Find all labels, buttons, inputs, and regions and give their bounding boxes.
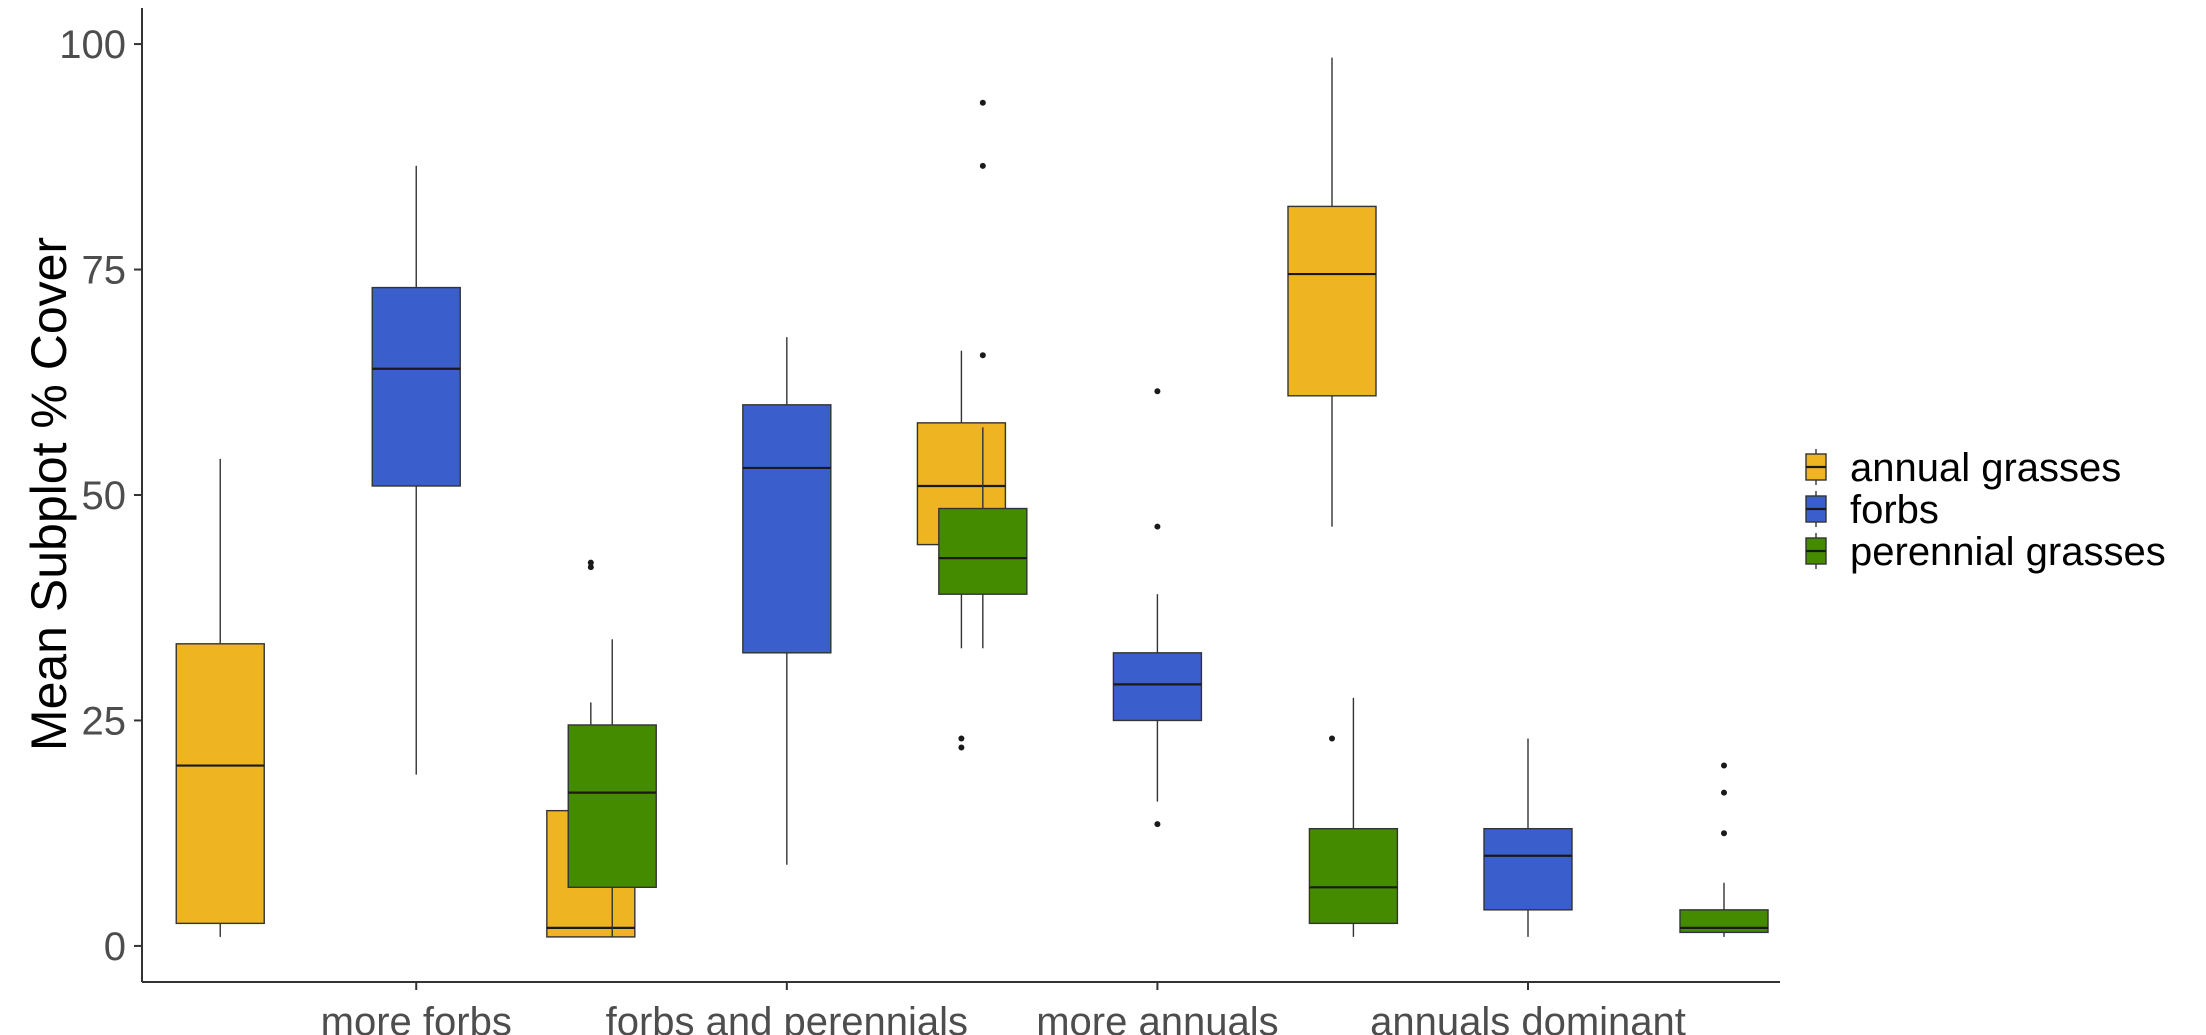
- legend-item: forbs: [1805, 488, 1939, 532]
- outlier-point: [958, 735, 965, 742]
- box-group: [1287, 57, 1377, 742]
- outlier-point: [979, 162, 986, 169]
- box-group: [1679, 762, 1769, 937]
- outlier-point: [1154, 821, 1161, 828]
- legend-item: perennial grasses: [1805, 530, 2166, 574]
- box-group: [567, 639, 657, 937]
- outlier-point: [1721, 830, 1727, 837]
- outlier-point: [1721, 762, 1727, 769]
- outlier-point: [979, 352, 986, 359]
- y-tick-label: 0: [104, 925, 126, 969]
- box-group: [1308, 697, 1399, 937]
- box-group: [938, 99, 1028, 649]
- outlier-point: [1721, 789, 1727, 796]
- y-tick-label: 100: [59, 23, 126, 67]
- box-group: [1483, 738, 1573, 937]
- box: [1112, 652, 1203, 722]
- outlier-point: [1154, 388, 1161, 395]
- x-tick-label: more annuals: [1036, 1000, 1278, 1035]
- box-group: [742, 337, 832, 865]
- box-group: [1112, 388, 1203, 828]
- plot-area: [175, 57, 1769, 938]
- box: [1679, 909, 1769, 934]
- y-tick-label: 50: [82, 474, 127, 518]
- legend-item: annual grasses: [1805, 446, 2121, 490]
- box: [1287, 205, 1377, 397]
- legend-label: perennial grasses: [1850, 530, 2166, 574]
- outlier-point: [587, 559, 594, 566]
- box: [175, 643, 265, 925]
- x-tick-label: annuals dominant: [1370, 1000, 1686, 1035]
- box-group: [175, 458, 265, 937]
- y-tick-label: 75: [82, 249, 127, 293]
- x-tick-label: more forbs: [321, 1000, 512, 1035]
- box: [1308, 827, 1399, 925]
- y-axis-title: Mean Subplot % Cover: [21, 237, 77, 751]
- outlier-point: [958, 744, 965, 751]
- outlier-point: [1329, 735, 1335, 742]
- x-axis-ticks: more forbs forbs and perennials more annua…: [321, 982, 1686, 1035]
- legend-label: forbs: [1850, 488, 1939, 532]
- legend-label: annual grasses: [1850, 446, 2121, 490]
- outlier-point: [1154, 523, 1161, 530]
- box-group: [371, 165, 461, 775]
- box: [371, 286, 461, 487]
- box: [938, 507, 1028, 595]
- x-tick-label: forbs and perennials: [606, 1000, 968, 1035]
- y-tick-label: 25: [82, 699, 127, 743]
- box: [742, 404, 832, 654]
- y-axis-ticks: 0 25 50 75 100: [59, 23, 142, 969]
- outlier-point: [979, 99, 986, 106]
- box: [1483, 827, 1573, 911]
- outlier-point: [587, 564, 594, 571]
- box: [567, 724, 657, 889]
